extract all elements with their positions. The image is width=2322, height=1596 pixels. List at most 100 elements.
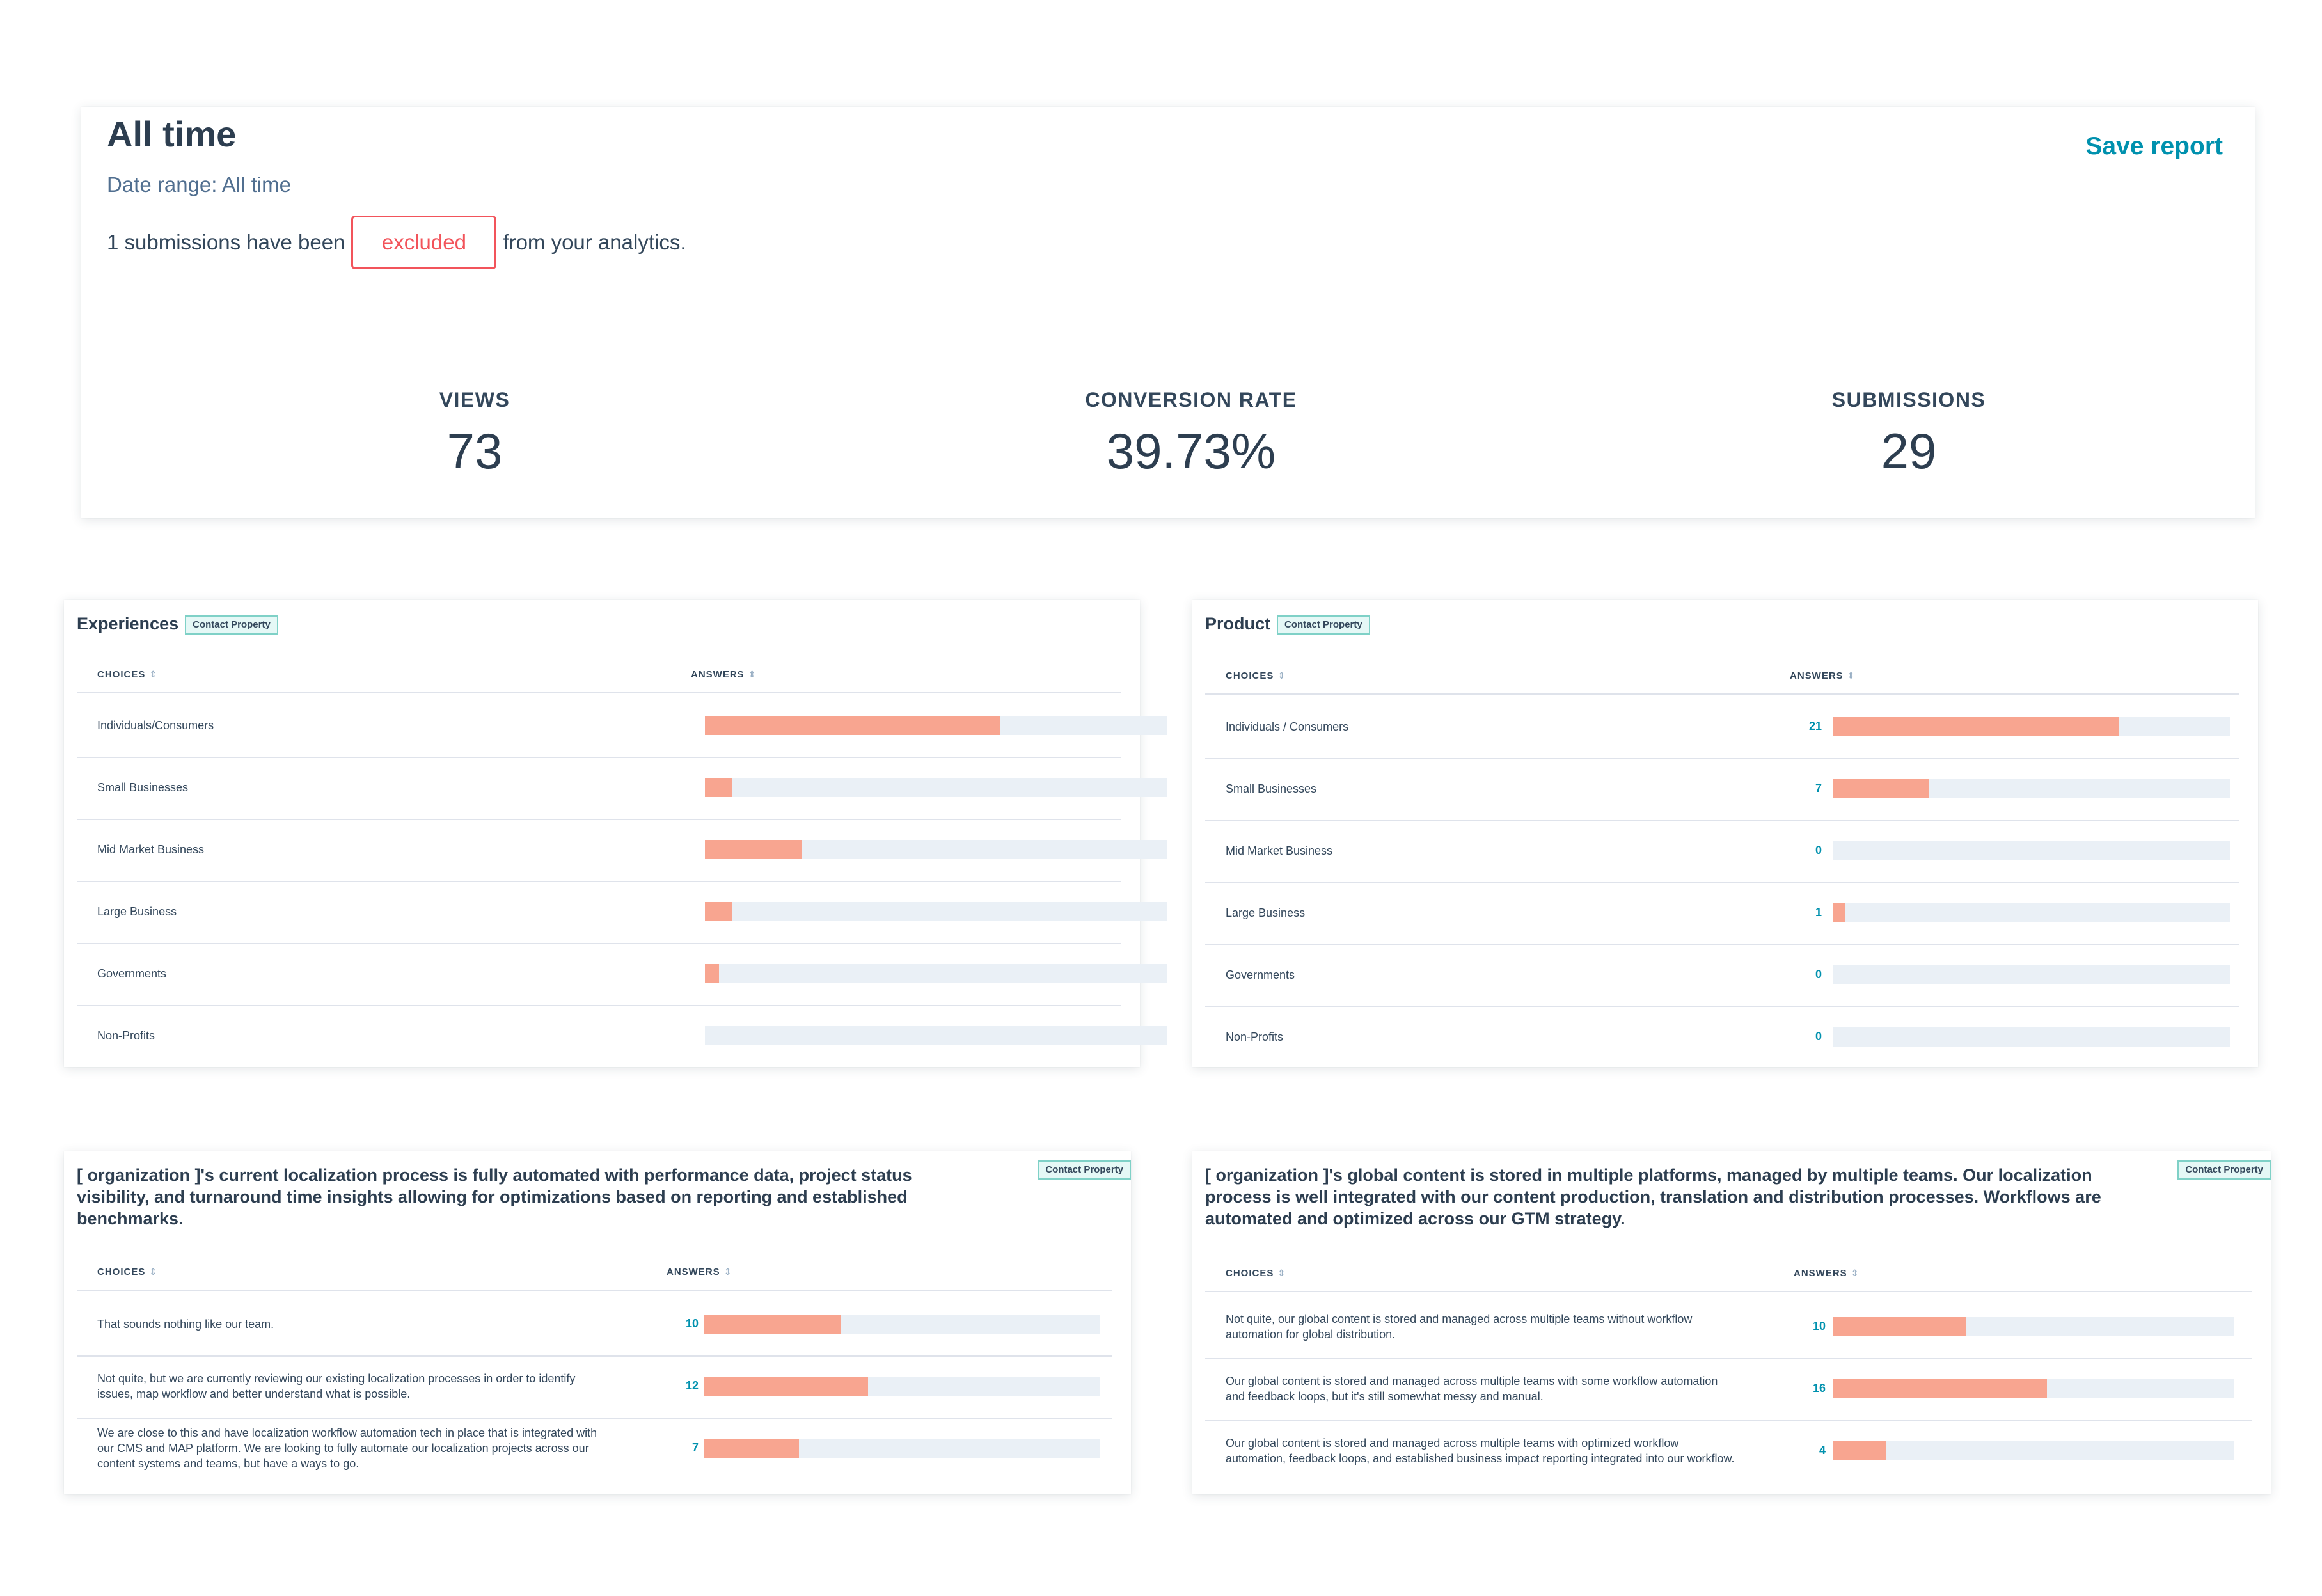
choices-header[interactable]: CHOICES ⇕ xyxy=(1226,1268,1286,1279)
sort-icon: ⇕ xyxy=(1847,670,1856,681)
table-row: Individuals / Consumers 21 xyxy=(1192,600,2258,1067)
sort-icon: ⇕ xyxy=(1851,1268,1860,1278)
answer-count: 4 xyxy=(1819,1444,1826,1457)
answer-bar-fill xyxy=(1833,1441,1887,1460)
sort-icon: ⇕ xyxy=(723,1267,732,1277)
answer-bar-track xyxy=(1833,903,2230,922)
answer-bar-fill xyxy=(1833,1379,2047,1398)
date-range-label: Date range: All time xyxy=(107,173,291,196)
row-divider xyxy=(77,942,1121,944)
header-divider xyxy=(77,1290,1112,1291)
answer-bar-track xyxy=(1833,965,2230,984)
stat-label: SUBMISSIONS xyxy=(1831,388,1986,411)
excluded-button[interactable]: excluded xyxy=(351,216,497,269)
answer-count: 7 xyxy=(1815,782,1822,794)
choice-label: Large Business xyxy=(97,905,177,918)
row-divider xyxy=(77,756,1121,758)
contact-property-tag: Contact Property xyxy=(1277,615,1370,635)
answers-header[interactable]: ANSWERS ⇕ xyxy=(667,1267,732,1277)
excluded-prefix: 1 submissions have been xyxy=(107,230,345,254)
answer-count: 0 xyxy=(1815,844,1822,857)
answer-bar-track xyxy=(1833,1441,2234,1460)
answer-bar-track xyxy=(705,840,1167,859)
answers-header[interactable]: ANSWERS ⇕ xyxy=(1790,670,1855,681)
stat-views: VIEWS 73 xyxy=(315,388,635,480)
card-title-text: Experiences xyxy=(77,614,179,633)
card-title: Product Contact Property xyxy=(1205,613,1845,635)
choices-header[interactable]: CHOICES ⇕ xyxy=(1226,670,1286,681)
answer-bar-fill xyxy=(1833,1317,1967,1336)
table-row: Mid Market Business 0 xyxy=(1192,600,2258,1067)
answers-header[interactable]: ANSWERS ⇕ xyxy=(691,669,756,680)
answer-bar-track xyxy=(705,902,1167,921)
card-title-text: [ organization ]'s global content is sto… xyxy=(1205,1165,2101,1228)
card-title: [ organization ]'s global content is sto… xyxy=(1205,1164,2139,1229)
choice-label: Governments xyxy=(1226,968,1295,981)
answer-count: 21 xyxy=(1808,720,1822,732)
row-divider xyxy=(77,1004,1121,1006)
answer-bar-track xyxy=(1833,717,2230,736)
choice-label: Mid Market Business xyxy=(97,843,205,856)
table-row: Not quite, but we are currently reviewin… xyxy=(64,1151,1131,1494)
contact-property-tag: Contact Property xyxy=(185,615,278,635)
table-row: Large Business2 xyxy=(64,600,1167,1067)
row-divider xyxy=(77,880,1121,882)
choices-header[interactable]: CHOICES ⇕ xyxy=(97,669,157,680)
row-divider xyxy=(77,1417,1112,1419)
stat-value: 39.73% xyxy=(1106,423,1276,479)
table-row: We are close to this and have localizati… xyxy=(64,1151,1131,1494)
stat-label: CONVERSION RATE xyxy=(1085,388,1297,411)
answer-bar-fill xyxy=(1833,779,1929,798)
row-divider xyxy=(77,818,1121,820)
answer-bar-track xyxy=(1833,1317,2234,1336)
answer-bar-fill xyxy=(1833,717,2119,736)
choices-header-label: CHOICES xyxy=(1226,1268,1274,1279)
table-row: Mid Market Business7 xyxy=(64,600,1167,1067)
excluded-suffix: from your analytics. xyxy=(503,230,686,254)
choice-label: Large Business xyxy=(1226,906,1306,919)
header-divider xyxy=(1205,693,2239,695)
row-divider xyxy=(1205,944,2239,945)
choice-label: That sounds nothing like our team. xyxy=(97,1318,274,1331)
card-title: Experiences Contact Property xyxy=(77,613,716,635)
answer-bar-fill xyxy=(704,1439,800,1458)
answer-bar-fill xyxy=(704,1377,868,1396)
choices-header[interactable]: CHOICES ⇕ xyxy=(97,1267,157,1277)
row-divider xyxy=(1205,819,2239,821)
choice-label: We are close to this and have localizati… xyxy=(97,1426,597,1470)
answer-bar-fill xyxy=(705,840,802,859)
answer-count: 12 xyxy=(685,1379,699,1392)
table-row: Governments 0 xyxy=(1192,600,2258,1067)
answer-count: 10 xyxy=(685,1317,699,1330)
summary-card: All time Date range: All time 1 submissi… xyxy=(81,107,2255,518)
answer-bar-track xyxy=(1833,1027,2230,1047)
answer-bar-track xyxy=(705,716,1167,735)
answer-bar-track xyxy=(1833,1379,2234,1398)
sort-icon: ⇕ xyxy=(1277,670,1286,681)
choice-label: Mid Market Business xyxy=(1226,844,1333,857)
answer-count: 1 xyxy=(1815,906,1822,919)
choice-label: Small Businesses xyxy=(1226,782,1317,795)
save-report-link[interactable]: Save report xyxy=(2085,132,2223,160)
choice-label: Individuals/Consumers xyxy=(97,719,214,732)
stat-value: 29 xyxy=(1881,423,1937,479)
answers-header-label: ANSWERS xyxy=(1794,1268,1847,1279)
answer-count: 16 xyxy=(1812,1382,1826,1395)
choice-label: Our global content is stored and managed… xyxy=(1226,1375,1718,1403)
answer-bar-fill xyxy=(704,1315,841,1334)
answer-bar-track xyxy=(705,1026,1167,1045)
answer-bar-track xyxy=(704,1439,1100,1458)
stat-value: 73 xyxy=(446,423,503,479)
answer-bar-track xyxy=(704,1315,1100,1334)
table-row: Small Businesses 7 xyxy=(1192,600,2258,1067)
answers-header[interactable]: ANSWERS ⇕ xyxy=(1794,1268,1859,1279)
excluded-notice: 1 submissions have been excluded from yo… xyxy=(107,216,686,269)
row-divider xyxy=(1205,1357,2252,1359)
choice-label: Individuals / Consumers xyxy=(1226,720,1349,733)
table-row: Small Businesses2 xyxy=(64,600,1167,1067)
answer-count: 0 xyxy=(1815,968,1822,981)
stat-conversion-rate: CONVERSION RATE 39.73% xyxy=(1031,388,1351,480)
stat-label: VIEWS xyxy=(439,388,510,411)
